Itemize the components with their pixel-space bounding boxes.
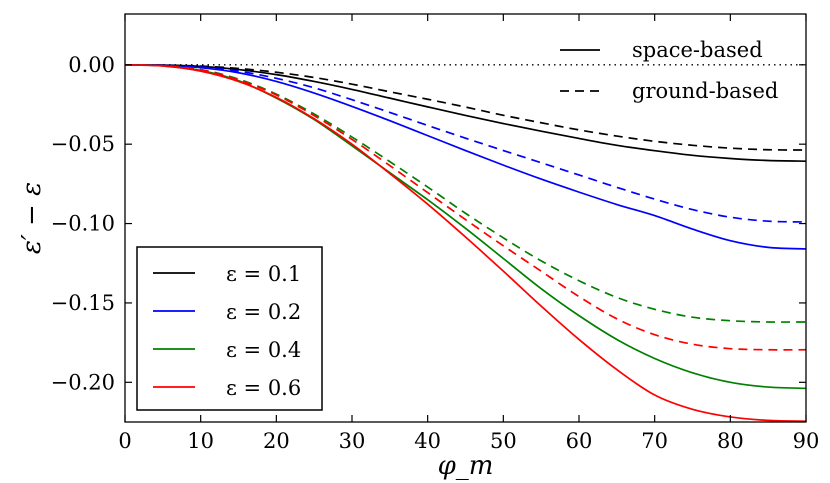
x-tick-label: 20 — [263, 429, 290, 453]
legend-epsilon-label: ε = 0.2 — [226, 300, 301, 324]
x-tick-label: 50 — [490, 429, 517, 453]
series-line-eps-06-dashed — [124, 63, 807, 351]
x-tick-label: 80 — [717, 429, 744, 453]
plot-frame — [124, 13, 807, 423]
series-line-eps-06-solid — [124, 63, 807, 423]
x-tick-label: 70 — [641, 429, 668, 453]
series-layer — [124, 63, 807, 423]
legend-epsilon-frame — [136, 246, 323, 411]
y-tick-label: −0.05 — [51, 132, 115, 156]
x-tick-label: 40 — [414, 429, 441, 453]
y-tick-label: −0.10 — [51, 212, 115, 236]
legend-epsilon-label: ε = 0.4 — [226, 338, 301, 362]
x-tick-label: 30 — [339, 429, 366, 453]
x-axis-label: φ_m — [438, 451, 494, 481]
series-line-eps-01-solid — [124, 63, 807, 163]
y-axis-label: ε′ − ε — [17, 182, 47, 254]
x-tick-label: 90 — [793, 429, 820, 453]
legend-epsilon-label: ε = 0.1 — [226, 262, 301, 286]
legend-style-label-dashed: ground-based — [632, 79, 778, 103]
x-tick-label: 60 — [566, 429, 593, 453]
legend-epsilon-label: ε = 0.6 — [226, 376, 301, 400]
series-line-eps-02-solid — [124, 63, 807, 250]
legend-style: space-based ground-based — [560, 38, 778, 103]
legend-style-label-solid: space-based — [632, 38, 763, 62]
series-line-eps-04-dashed — [124, 63, 807, 323]
y-tick-label: −0.20 — [51, 370, 115, 394]
y-tick-label: 0.00 — [68, 53, 115, 77]
series-line-eps-02-dashed — [124, 63, 807, 223]
legend-epsilon: ε = 0.1 ε = 0.2 ε = 0.4 ε = 0.6 — [136, 246, 323, 411]
x-tick-label: 0 — [118, 429, 131, 453]
y-tick-label: −0.15 — [51, 291, 115, 315]
ticks-layer: 0 10 20 30 40 50 60 70 80 90 0.00 −0.05 −0.10 −0.15 −0… — [51, 14, 820, 453]
x-tick-label: 10 — [187, 429, 214, 453]
series-line-eps-01-dashed — [124, 63, 807, 151]
